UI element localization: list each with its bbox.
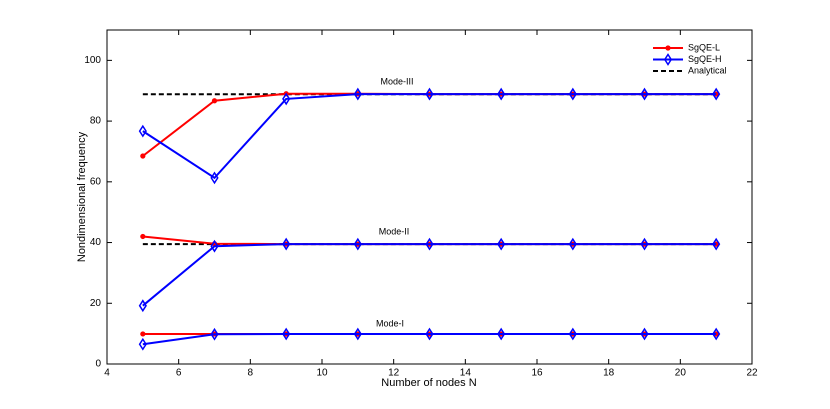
y-tick-label: 20 <box>90 298 102 309</box>
x-axis-label: Number of nodes N <box>381 377 476 389</box>
point <box>282 237 291 251</box>
legend-text: SgQE-H <box>688 54 722 64</box>
y-tick-label: 80 <box>90 116 102 127</box>
point <box>712 237 721 251</box>
point <box>353 327 362 341</box>
x-tick-label: 8 <box>248 368 254 379</box>
point <box>497 327 506 341</box>
point <box>712 327 721 341</box>
point <box>140 233 146 240</box>
point <box>140 331 146 337</box>
x-tick-label: 14 <box>460 368 472 379</box>
y-tick-label: 60 <box>90 176 102 187</box>
point <box>210 239 219 253</box>
y-axis-label: Nondimensional frequency <box>76 131 88 262</box>
legend-text: Analytical <box>688 65 727 75</box>
point <box>140 153 146 159</box>
annotation: Mode-III <box>380 76 413 86</box>
x-tick-label: 6 <box>176 368 182 379</box>
point <box>138 337 147 351</box>
point <box>640 87 649 101</box>
point <box>640 237 649 251</box>
point <box>713 91 719 97</box>
point <box>425 237 434 251</box>
series-line <box>142 243 717 307</box>
point <box>282 92 291 106</box>
x-tick-label: 20 <box>675 368 687 379</box>
point <box>712 87 721 101</box>
annotation: Mode-I <box>376 318 404 328</box>
point <box>282 327 291 341</box>
point <box>353 237 362 251</box>
point <box>568 87 577 101</box>
point <box>210 171 219 185</box>
point <box>568 327 577 341</box>
y-tick-label: 0 <box>95 359 101 370</box>
annotation: Mode-II <box>379 226 410 236</box>
point <box>210 327 219 341</box>
point <box>640 327 649 341</box>
point <box>713 331 719 337</box>
y-tick-label: 40 <box>90 237 102 248</box>
series-line <box>142 333 717 346</box>
y-tick-label: 100 <box>84 55 101 66</box>
point <box>425 87 434 101</box>
x-tick-label: 10 <box>316 368 328 379</box>
legend-text: SgQE-L <box>688 42 720 52</box>
x-tick-label: 22 <box>746 368 758 379</box>
point <box>497 237 506 251</box>
point <box>138 124 147 138</box>
axes-box <box>106 29 753 365</box>
legend-marker <box>665 45 671 51</box>
series-line <box>142 93 717 180</box>
point <box>497 87 506 101</box>
point <box>211 98 218 104</box>
x-tick-label: 18 <box>603 368 615 379</box>
point <box>713 241 719 247</box>
legend-marker <box>663 53 673 66</box>
x-tick-label: 4 <box>104 368 110 379</box>
point <box>568 237 577 251</box>
point <box>425 327 434 341</box>
point <box>353 87 362 101</box>
point <box>138 299 147 313</box>
x-tick-label: 12 <box>388 368 400 379</box>
x-tick-label: 16 <box>531 368 543 379</box>
